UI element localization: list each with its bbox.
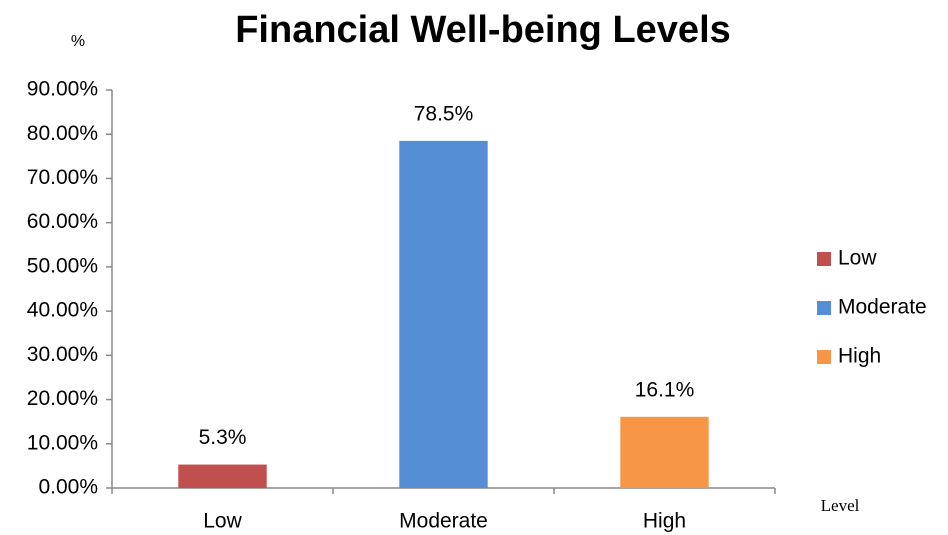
y-axis-label: % — [71, 33, 85, 50]
bar — [399, 140, 488, 488]
y-tick-label: 60.00% — [27, 210, 98, 233]
y-tick-label: 30.00% — [27, 343, 98, 366]
y-tick-label: 80.00% — [27, 122, 98, 145]
legend-label: High — [838, 345, 881, 368]
y-tick-label: 10.00% — [27, 431, 98, 454]
legend-label: Low — [838, 247, 877, 270]
chart-title: Financial Well-being Levels — [235, 9, 731, 51]
x-tick-label: Low — [203, 510, 242, 533]
x-tick-label: High — [643, 510, 686, 533]
bar — [178, 464, 267, 488]
y-tick-label: 40.00% — [27, 299, 98, 322]
y-tick-label: 20.00% — [27, 387, 98, 410]
x-axis-label: Level — [821, 496, 860, 515]
legend-swatch — [817, 301, 831, 315]
data-label: 16.1% — [635, 378, 695, 401]
legend-swatch — [817, 350, 831, 364]
x-tick-label: Moderate — [399, 510, 488, 533]
data-label: 5.3% — [199, 426, 247, 449]
y-tick-label: 90.00% — [27, 78, 98, 101]
legend-label: Moderate — [838, 296, 927, 319]
bar — [620, 416, 709, 488]
y-tick-label: 70.00% — [27, 166, 98, 189]
y-tick-label: 0.00% — [38, 476, 98, 499]
legend-swatch — [817, 252, 831, 266]
data-label: 78.5% — [414, 102, 474, 125]
y-tick-label: 50.00% — [27, 254, 98, 277]
